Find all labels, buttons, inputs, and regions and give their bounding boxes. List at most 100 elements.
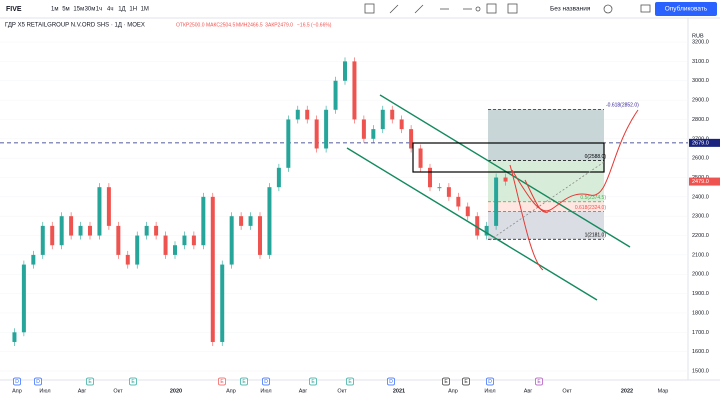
candle xyxy=(437,187,442,189)
event-badge xyxy=(346,377,354,386)
price-tick-label: 2300.0 xyxy=(692,214,709,220)
interval[interactable]: 4ч xyxy=(107,7,113,13)
event-badge xyxy=(462,377,470,386)
trend-dotted xyxy=(489,161,605,241)
candle xyxy=(276,167,281,188)
event-badge xyxy=(34,377,42,386)
projection-arrow xyxy=(524,179,549,213)
candle xyxy=(173,245,177,255)
candle xyxy=(69,216,74,236)
event-label[interactable]: D xyxy=(264,379,268,385)
price-tick-label: 3100.0 xyxy=(692,59,709,65)
event-label[interactable]: E xyxy=(131,379,135,385)
publish-button[interactable] xyxy=(655,2,717,16)
interval[interactable]: 15м xyxy=(73,7,84,13)
candle xyxy=(135,235,140,265)
candle xyxy=(267,187,272,255)
price-tick-label: 1600.0 xyxy=(692,349,709,355)
currency: RUB xyxy=(692,33,704,39)
fib-zone xyxy=(488,109,604,161)
event-badge xyxy=(262,377,270,386)
projection-arrow xyxy=(511,109,639,212)
candle xyxy=(286,119,291,168)
interval[interactable]: 1ч xyxy=(96,7,102,13)
event-badge xyxy=(535,377,543,386)
price-tick-label: 2800.0 xyxy=(692,117,709,123)
price-tick-label: 1500.0 xyxy=(692,368,709,374)
time-tick-label: Окт xyxy=(562,388,572,394)
time-tick-label: Мар xyxy=(658,388,669,394)
level-tag xyxy=(689,138,720,147)
interval[interactable]: 1М xyxy=(141,7,149,13)
candle xyxy=(12,332,17,342)
channel-line xyxy=(379,94,631,248)
candle xyxy=(456,196,461,207)
time-tick-label: Авг xyxy=(299,388,308,394)
candle xyxy=(465,206,470,217)
layout-name[interactable]: Без названия xyxy=(550,6,591,13)
projection-arrow xyxy=(509,164,544,271)
event-badge xyxy=(442,377,450,386)
event-badge xyxy=(387,377,395,386)
fib-label: 0.5(2374.5) xyxy=(580,195,606,201)
candle xyxy=(295,109,300,120)
event-label[interactable]: D xyxy=(389,379,393,385)
time-tick-label: 2021 xyxy=(393,388,405,394)
interval[interactable]: 30м xyxy=(85,7,96,13)
candle xyxy=(428,167,432,188)
price-tick-label: 1800.0 xyxy=(692,310,709,316)
interval[interactable]: 1м xyxy=(51,7,58,13)
price-tick-label: 2900.0 xyxy=(692,98,709,104)
time-tick-label: Авг xyxy=(524,388,533,394)
price-tick-label: 3200.0 xyxy=(692,40,709,46)
event-label[interactable]: E xyxy=(220,379,224,385)
event-label[interactable]: E xyxy=(464,379,468,385)
event-label[interactable]: D xyxy=(488,379,492,385)
candle xyxy=(88,225,92,236)
level-tag-label: 2679.0 xyxy=(692,140,709,146)
event-label[interactable]: D xyxy=(15,379,19,385)
event-label[interactable]: E xyxy=(444,379,448,385)
time-tick-label: Апр xyxy=(12,388,22,394)
event-badge xyxy=(13,377,21,386)
candle xyxy=(31,254,36,265)
candle xyxy=(97,187,102,236)
publish-label[interactable]: Опубликовать xyxy=(665,5,708,13)
candle xyxy=(248,216,253,226)
price-tick-label: 2000.0 xyxy=(692,272,709,278)
interval[interactable]: 5м xyxy=(62,7,69,13)
candle xyxy=(78,225,83,236)
logo[interactable]: FIVE xyxy=(6,6,22,13)
price-tick-label: 1700.0 xyxy=(692,330,709,336)
candle xyxy=(324,109,329,149)
event-label[interactable]: E xyxy=(242,379,246,385)
candle xyxy=(116,225,121,255)
interval[interactable]: 1Д xyxy=(118,7,125,13)
event-label[interactable]: D xyxy=(36,379,40,385)
candle xyxy=(343,61,347,81)
interval[interactable]: 1Н xyxy=(129,7,137,13)
time-tick-label: 2020 xyxy=(170,388,182,394)
fib-label: -0.618(2852.0) xyxy=(606,103,639,109)
event-label[interactable]: E xyxy=(537,379,541,385)
event-label[interactable]: E xyxy=(311,379,315,385)
fib-label: 1(2181.0) xyxy=(585,233,607,239)
event-label[interactable]: E xyxy=(88,379,92,385)
event-badge xyxy=(129,377,137,386)
candle xyxy=(258,216,262,255)
time-tick-label: 2022 xyxy=(621,388,633,394)
event-badge xyxy=(309,377,317,386)
candle xyxy=(314,119,319,149)
candle xyxy=(333,80,338,110)
candle xyxy=(399,119,404,130)
candle xyxy=(380,109,385,130)
event-label[interactable]: E xyxy=(348,379,352,385)
candle xyxy=(305,109,310,120)
event-badge xyxy=(86,377,94,386)
fib-zone xyxy=(488,201,604,212)
candle xyxy=(125,254,130,265)
time-tick-label: Окт xyxy=(337,388,347,394)
candle xyxy=(50,225,55,246)
symbol: ГДР X5 RETAILGROUP N.V.ORD SHS · 1Д · MO… xyxy=(5,23,145,29)
price-tag-label: 2479.0 xyxy=(692,179,709,185)
